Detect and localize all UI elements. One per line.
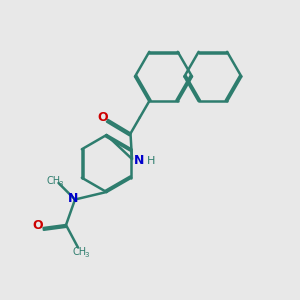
Text: 3: 3 <box>58 181 63 187</box>
Text: H: H <box>146 155 155 166</box>
Text: N: N <box>68 191 78 205</box>
Text: O: O <box>33 219 44 232</box>
Text: O: O <box>97 111 108 124</box>
Text: CH: CH <box>46 176 60 186</box>
Text: 3: 3 <box>85 252 89 258</box>
Text: N: N <box>134 154 144 167</box>
Text: CH: CH <box>72 247 87 257</box>
